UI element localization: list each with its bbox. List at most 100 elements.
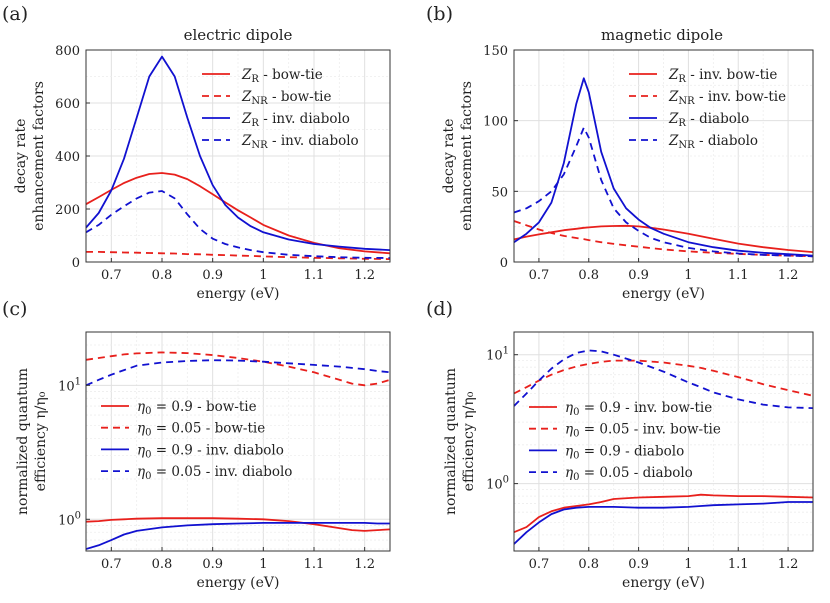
legend-symbol: η xyxy=(565,400,573,416)
legend-symbol: Z xyxy=(668,67,679,83)
panel-title: electric dipole xyxy=(184,26,293,44)
y-tick-exponent: 0 xyxy=(503,475,509,486)
legend-entry: η0 = 0.05 - diabolo xyxy=(565,465,693,483)
legend-text: - bow-tie xyxy=(268,89,332,105)
x-tick-label: 1 xyxy=(259,268,267,283)
legend-subscript: NR xyxy=(251,140,268,151)
legend-text: - diabolo xyxy=(686,111,749,127)
legend-entry: η0 = 0.9 - inv. bow-tie xyxy=(565,400,712,418)
legend-subscript: R xyxy=(251,74,259,85)
series-line-b-2 xyxy=(514,77,813,257)
legend-text: = 0.05 - inv. diabolo xyxy=(151,464,292,480)
legend-text: - inv. diabolo xyxy=(259,111,350,127)
series-line-c-3 xyxy=(86,359,390,387)
y-tick-exponent: 1 xyxy=(503,346,509,357)
series-line-b-1 xyxy=(514,220,813,258)
legend-subscript: NR xyxy=(678,140,695,151)
x-axis-label: energy (eV) xyxy=(197,575,280,591)
x-tick-label: 0.7 xyxy=(101,268,122,283)
legend-text: - diabolo xyxy=(695,133,758,149)
y-axis-label-line: enhancement factors xyxy=(31,81,47,231)
legend-text: = 0.05 - diabolo xyxy=(579,465,692,481)
y-tick-label: 800 xyxy=(55,44,80,59)
legend-subscript: R xyxy=(678,74,686,85)
y-axis-label-line: normalized quantum xyxy=(15,368,31,515)
panel-a: 0.7 0.8 0.9 1 1.1 1.2 0 200 400 600 800 energy (eV)… xyxy=(2,3,391,302)
y-axis-label: decay rate enhancement factors xyxy=(13,81,47,231)
x-tick-label: 1.1 xyxy=(304,557,325,572)
y-tick-label: 150 xyxy=(483,44,508,59)
legend-subscript: NR xyxy=(678,96,695,107)
legend-text: = 0.05 - inv. bow-tie xyxy=(579,422,720,438)
series-line-a-2 xyxy=(86,55,390,251)
legend-text: = 0.05 - bow-tie xyxy=(151,421,265,437)
series-line-a-1 xyxy=(86,251,390,260)
panel-title: magnetic dipole xyxy=(601,26,723,44)
legend-subscript: 0 xyxy=(573,407,579,418)
x-tick-label: 0.7 xyxy=(101,557,122,572)
series-line-d-3 xyxy=(514,349,813,409)
y-axis-label: normalized quantum efficiency η/η₀ xyxy=(15,368,49,515)
y-tick-label: 101 xyxy=(58,376,81,394)
y-tick-label: 100 xyxy=(486,475,509,493)
legend-text: - inv. bow-tie xyxy=(686,67,777,83)
x-axis-label: energy (eV) xyxy=(197,286,280,302)
axes-frame xyxy=(513,49,814,263)
x-tick-label: 0.7 xyxy=(529,557,550,572)
x-tick-label: 0.9 xyxy=(628,268,649,283)
legend-entry: ZNR - inv. bow-tie xyxy=(668,89,786,107)
panel-label: (a) xyxy=(2,3,28,25)
legend-entry: η0 = 0.05 - inv. diabolo xyxy=(137,464,292,482)
x-tick-label: 1.2 xyxy=(778,557,799,572)
legend-text: = 0.9 - inv. diabolo xyxy=(151,442,283,458)
legend-symbol: η xyxy=(137,399,145,415)
series-line-b-3 xyxy=(514,126,813,258)
legend-symbol: η xyxy=(137,442,145,458)
x-tick-label: 0.8 xyxy=(578,268,599,283)
legend-subscript: NR xyxy=(251,96,268,107)
x-tick-label: 0.9 xyxy=(202,268,223,283)
legend-entry: ZR - bow-tie xyxy=(241,67,323,85)
legend-entry: ZR - diabolo xyxy=(668,111,749,129)
x-tick-label: 0.7 xyxy=(529,268,550,283)
panel-label: (b) xyxy=(426,3,453,25)
legend-entry: ZR - inv. bow-tie xyxy=(668,67,777,85)
legend-symbol: Z xyxy=(668,89,679,105)
y-axis-label-line: decay rate xyxy=(13,119,29,194)
legend-symbol: η xyxy=(137,464,145,480)
series-line-a-3 xyxy=(86,190,390,259)
y-axis-label: normalized quantum efficiency η/η₀ xyxy=(443,368,477,515)
y-tick-exponent: 0 xyxy=(75,510,81,521)
legend-entry: η0 = 0.05 - bow-tie xyxy=(137,421,265,439)
legend-text: = 0.9 - inv. bow-tie xyxy=(579,400,712,416)
legend-text: = 0.9 - diabolo xyxy=(579,443,684,459)
legend-subscript: R xyxy=(251,118,259,129)
x-tick-label: 1 xyxy=(684,557,692,572)
legend-entry: ZNR - inv. diabolo xyxy=(241,133,359,151)
x-tick-label: 1.1 xyxy=(304,268,325,283)
legend-symbol: Z xyxy=(241,133,252,149)
y-axis-label-line: normalized quantum xyxy=(443,368,459,515)
legend-subscript: 0 xyxy=(145,471,151,482)
y-tick-label: 100 xyxy=(483,115,508,130)
y-tick-label: 50 xyxy=(491,185,508,200)
series-line-c-0 xyxy=(86,517,390,532)
legend-symbol: Z xyxy=(668,133,679,149)
y-tick-exponent: 1 xyxy=(75,376,81,387)
legend-symbol: Z xyxy=(241,89,252,105)
series-line-c-2 xyxy=(86,522,390,550)
x-tick-label: 1.1 xyxy=(728,557,749,572)
x-tick-label: 1.2 xyxy=(778,268,799,283)
legend-text: - bow-tie xyxy=(259,67,323,83)
legend-entry: η0 = 0.9 - bow-tie xyxy=(137,399,257,417)
y-axis-label: decay rate enhancement factors xyxy=(441,81,475,231)
y-axis-label-line: decay rate xyxy=(441,119,457,194)
y-axis-label-line: enhancement factors xyxy=(459,81,475,231)
legend-subscript: 0 xyxy=(145,428,151,439)
x-tick-label: 0.9 xyxy=(628,557,649,572)
legend-entry: ZNR - diabolo xyxy=(668,133,758,151)
legend-symbol: η xyxy=(565,443,573,459)
legend-subscript: 0 xyxy=(573,450,579,461)
